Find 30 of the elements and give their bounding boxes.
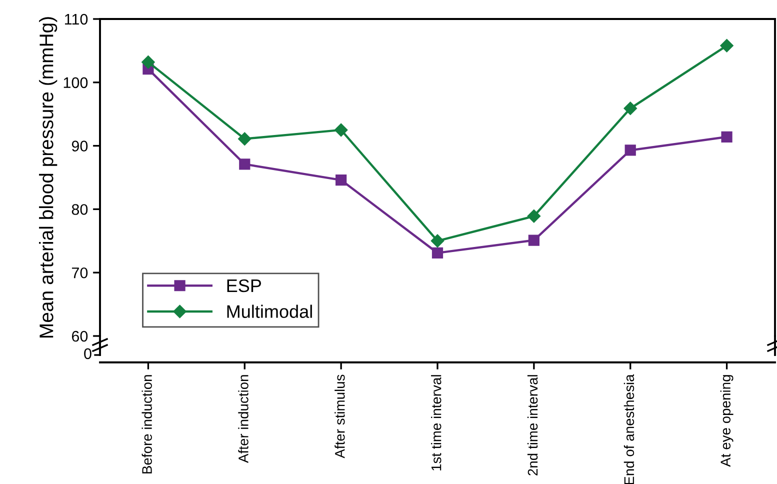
point bbox=[721, 131, 732, 142]
point bbox=[430, 234, 444, 248]
y-axis-title: Mean arterial blood pressure (mmHg) bbox=[39, 17, 58, 338]
x-tick-label: At eye opening bbox=[720, 375, 734, 467]
x-tick-label: Before induction bbox=[142, 375, 152, 474]
point bbox=[528, 234, 540, 246]
legend-label: ESP bbox=[227, 279, 262, 292]
point bbox=[239, 158, 250, 170]
point bbox=[527, 210, 541, 223]
point bbox=[336, 174, 347, 186]
x-tick-label: 2nd time interval bbox=[527, 375, 538, 476]
point bbox=[624, 102, 637, 115]
y-tick-label: 70 bbox=[72, 267, 88, 278]
point bbox=[720, 39, 734, 52]
point bbox=[334, 123, 348, 137]
point bbox=[238, 132, 252, 146]
point bbox=[142, 56, 155, 69]
y-tick-label: 100 bbox=[64, 77, 88, 88]
x-tick-label: After induction bbox=[238, 375, 248, 463]
x-tick-label: End of anesthesia bbox=[624, 374, 634, 484]
legend-label: Multimodal bbox=[227, 304, 312, 318]
x-tick-label: 1st time interval bbox=[431, 375, 442, 470]
point bbox=[432, 247, 444, 258]
text: 0 bbox=[84, 348, 92, 360]
y-tick-label: 60 bbox=[72, 330, 88, 342]
y-tick-label: 90 bbox=[72, 140, 88, 152]
y-tick-label: 110 bbox=[65, 14, 88, 25]
x-tick-label: After stimulus bbox=[334, 374, 345, 458]
y-tick-label: 80 bbox=[72, 204, 88, 215]
point bbox=[624, 144, 636, 156]
